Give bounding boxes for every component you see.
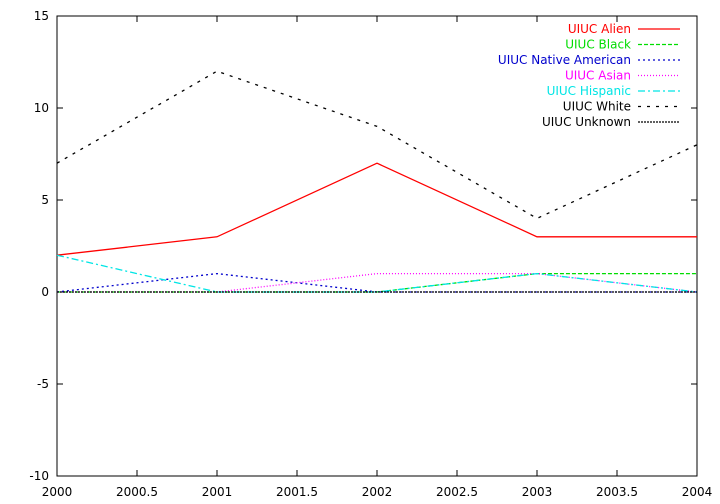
legend-label-uiuc-white: UIUC White xyxy=(563,100,631,114)
x-tick-label: 2000 xyxy=(42,485,73,499)
x-tick-label: 2002.5 xyxy=(436,485,478,499)
x-tick-label: 2003 xyxy=(522,485,553,499)
axis-ticks: 2000 2000.5 2001 2001.5 2002 2002.5 2003 2003.5… xyxy=(29,9,712,499)
legend-label-uiuc-native-american: UIUC Native American xyxy=(498,53,631,67)
y-tick-label: 5 xyxy=(41,193,49,207)
x-tick-label: 2001 xyxy=(202,485,233,499)
legend-label-uiuc-black: UIUC Black xyxy=(565,38,631,52)
y-tick-label: 10 xyxy=(34,101,49,115)
x-tick-label: 2002 xyxy=(362,485,393,499)
y-tick-label: -10 xyxy=(29,469,49,483)
y-tick-label: 15 xyxy=(34,9,49,23)
series-lines xyxy=(56,70,698,293)
series-line-uiuc-asian xyxy=(57,272,698,293)
series-line-uiuc-alien xyxy=(56,162,697,256)
x-tick-label: 2004 xyxy=(682,485,713,499)
series-line-uiuc-white xyxy=(56,70,698,220)
series-line-uiuc-hispanic xyxy=(56,254,698,293)
y-tick-label: 0 xyxy=(41,285,49,299)
x-tick-label: 2000.5 xyxy=(116,485,158,499)
series-line-uiuc-native-american xyxy=(56,272,697,293)
legend-label-uiuc-hispanic: UIUC Hispanic xyxy=(547,84,631,98)
series-line-uiuc-black xyxy=(57,272,697,293)
legend-label-uiuc-alien: UIUC Alien xyxy=(568,22,631,36)
legend-label-uiuc-asian: UIUC Asian xyxy=(565,69,631,83)
x-tick-label: 2001.5 xyxy=(276,485,318,499)
legend-label-uiuc-unknown: UIUC Unknown xyxy=(542,115,631,129)
x-tick-label: 2003.5 xyxy=(596,485,638,499)
y-tick-label: -5 xyxy=(37,377,49,391)
